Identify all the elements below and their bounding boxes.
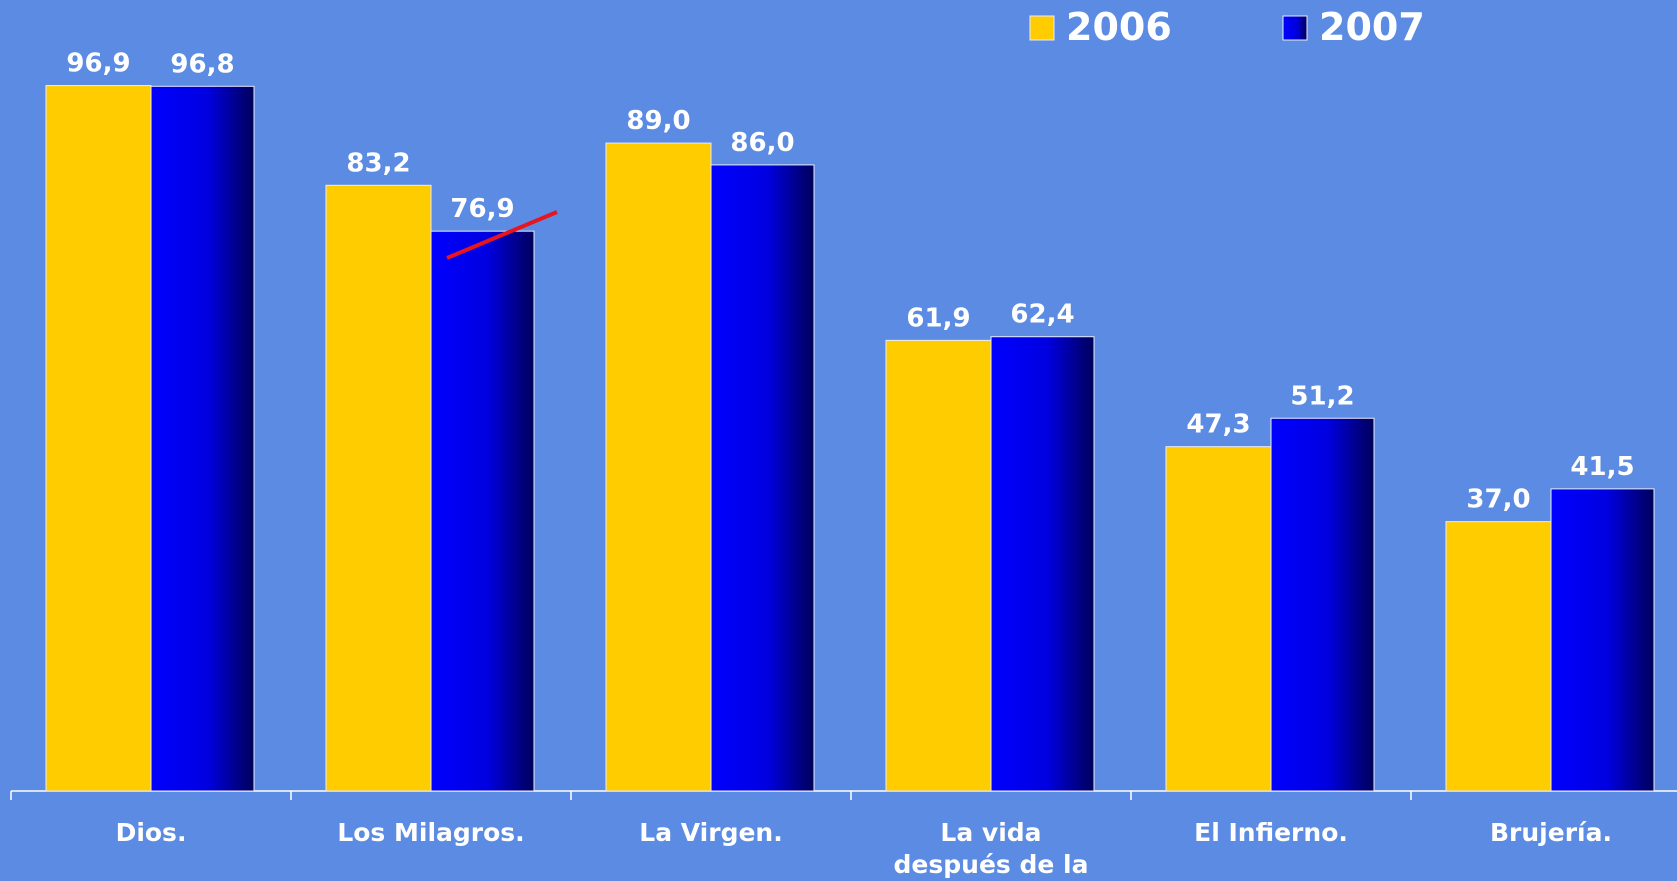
- bar: [1445, 521, 1552, 792]
- legend-label: 2007: [1319, 5, 1425, 49]
- bar: [1165, 446, 1272, 792]
- data-label: 41,5: [1570, 452, 1634, 482]
- bar: [45, 85, 152, 792]
- data-label: 37,0: [1466, 485, 1530, 515]
- x-tick-label: La Virgen.: [639, 818, 783, 847]
- x-tick-label: Los Milagros.: [337, 818, 525, 847]
- data-label: 89,0: [626, 106, 690, 136]
- x-tick-label: Dios.: [115, 818, 187, 847]
- data-label: 62,4: [1010, 300, 1074, 330]
- bar: [885, 339, 992, 792]
- data-label: 76,9: [450, 194, 514, 224]
- bar: [990, 336, 1095, 792]
- data-label: 96,8: [170, 49, 234, 79]
- bar: [325, 184, 432, 792]
- bar: [1550, 488, 1655, 792]
- data-label: 61,9: [906, 303, 970, 333]
- data-label: 86,0: [730, 128, 794, 158]
- data-label: 47,3: [1186, 410, 1250, 440]
- legend-swatch: [1029, 15, 1055, 41]
- data-label: 96,9: [66, 49, 130, 79]
- bar: [1270, 417, 1375, 792]
- data-label: 83,2: [346, 148, 410, 178]
- bar: [710, 164, 815, 792]
- x-tick-label: La vida después de la muerte.: [893, 818, 1089, 879]
- bar: [430, 230, 535, 792]
- legend-label: 2006: [1066, 5, 1172, 49]
- bar: [605, 142, 712, 792]
- x-tick-label: El Infierno.: [1194, 818, 1348, 847]
- annotation-stroke: [446, 210, 558, 260]
- data-label: 51,2: [1290, 381, 1354, 411]
- x-tick-label: Brujería.: [1490, 818, 1612, 847]
- legend-swatch: [1282, 15, 1308, 41]
- bar: [150, 85, 255, 792]
